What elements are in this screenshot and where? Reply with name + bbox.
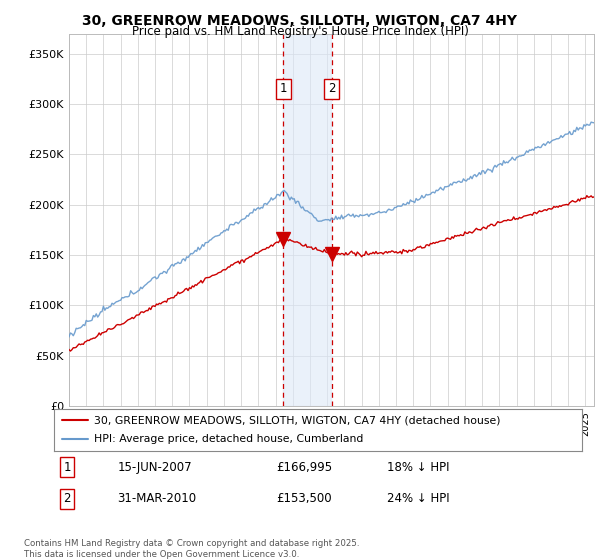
Text: 2: 2	[64, 492, 71, 505]
Text: Price paid vs. HM Land Registry's House Price Index (HPI): Price paid vs. HM Land Registry's House …	[131, 25, 469, 38]
Bar	[283, 34, 331, 406]
Text: 2: 2	[328, 82, 335, 95]
Text: 1: 1	[64, 461, 71, 474]
Text: 30, GREENROW MEADOWS, SILLOTH, WIGTON, CA7 4HY (detached house): 30, GREENROW MEADOWS, SILLOTH, WIGTON, C…	[94, 415, 500, 425]
Text: 31-MAR-2010: 31-MAR-2010	[118, 492, 196, 505]
Text: 15-JUN-2007: 15-JUN-2007	[118, 461, 192, 474]
Text: 18% ↓ HPI: 18% ↓ HPI	[386, 461, 449, 474]
Text: 30, GREENROW MEADOWS, SILLOTH, WIGTON, CA7 4HY: 30, GREENROW MEADOWS, SILLOTH, WIGTON, C…	[83, 14, 517, 28]
Text: Contains HM Land Registry data © Crown copyright and database right 2025.
This d: Contains HM Land Registry data © Crown c…	[24, 539, 359, 559]
Text: £166,995: £166,995	[276, 461, 332, 474]
Text: HPI: Average price, detached house, Cumberland: HPI: Average price, detached house, Cumb…	[94, 435, 363, 445]
Text: 24% ↓ HPI: 24% ↓ HPI	[386, 492, 449, 505]
Text: 1: 1	[280, 82, 287, 95]
Text: £153,500: £153,500	[276, 492, 331, 505]
